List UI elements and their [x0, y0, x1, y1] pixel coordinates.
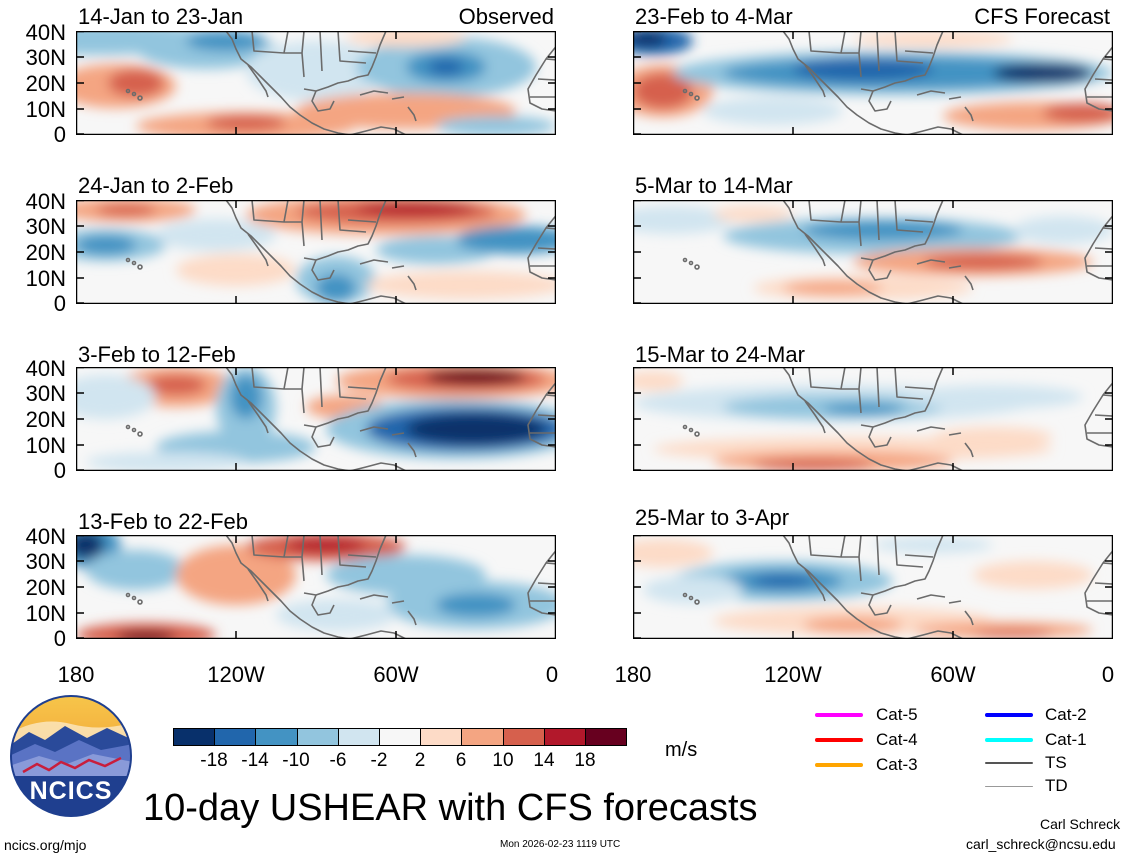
colorbar-swatch — [585, 729, 627, 745]
lon-label: 60W — [930, 662, 976, 687]
lon-label: 180 — [614, 662, 652, 687]
lat-label: 10N — [25, 266, 66, 291]
panel-title: 15-Mar to 24-Mar — [635, 342, 805, 367]
legend-label: TD — [1045, 776, 1068, 795]
logo-text: NCICS — [29, 777, 113, 805]
legend-swatch — [985, 786, 1033, 787]
colorbar-swatch — [215, 729, 257, 745]
colorbar-tick: -2 — [370, 750, 388, 771]
shear-map — [76, 367, 556, 471]
shear-map — [633, 535, 1113, 639]
lat-label: 40N — [25, 356, 66, 381]
forecast-label: CFS Forecast — [974, 4, 1110, 29]
colorbar-swatch — [503, 729, 545, 745]
shear-map — [76, 31, 556, 135]
shear-map — [633, 31, 1113, 135]
main-title: 10-day USHEAR with CFS forecasts — [143, 787, 758, 829]
panel-title: 25-Mar to 3-Apr — [635, 505, 790, 530]
panel-title: 14-Jan to 23-Jan — [78, 4, 244, 29]
shear-map — [633, 367, 1113, 471]
lat-label: 40N — [25, 20, 66, 45]
legend-label: Cat-3 — [876, 755, 918, 774]
footer-timestamp: Mon 2026-02-23 1119 UTC — [500, 839, 621, 850]
colorbar-swatch — [174, 729, 216, 745]
lat-label: 40N — [25, 524, 66, 549]
shear-map — [76, 535, 556, 639]
lat-label: 10N — [25, 97, 66, 122]
footer-email[interactable]: carl_schreck@ncsu.edu — [966, 836, 1116, 852]
lat-label: 0 — [53, 626, 66, 651]
legend-label: Cat-4 — [876, 730, 918, 749]
colorbar-swatch — [297, 729, 339, 745]
colorbar-swatch — [379, 729, 422, 745]
colorbar-tick: 6 — [455, 750, 467, 771]
observed-label: Observed — [458, 4, 554, 29]
legend-swatch — [815, 763, 863, 767]
lat-label: 30N — [25, 45, 66, 70]
colorbar — [173, 728, 627, 746]
legend-swatch — [985, 713, 1033, 717]
colorbar-swatch — [338, 729, 380, 745]
shear-map — [76, 200, 556, 304]
panel-observed-3 — [76, 367, 556, 471]
panel-title: 13-Feb to 22-Feb — [78, 509, 248, 534]
lat-label: 30N — [25, 214, 66, 239]
lat-label: 20N — [25, 575, 66, 600]
colorbar-tick: 18 — [574, 750, 596, 771]
footer-author: Carl Schreck — [1040, 816, 1121, 832]
legend-label: TS — [1045, 753, 1067, 772]
panel-forecast-2 — [633, 200, 1113, 304]
panel-forecast-4 — [633, 535, 1113, 639]
legend-label: Cat-1 — [1045, 730, 1087, 749]
lat-label: 0 — [53, 122, 66, 147]
panel-title: 3-Feb to 12-Feb — [78, 342, 236, 367]
lat-label: 40N — [25, 189, 66, 214]
panel-title: 23-Feb to 4-Mar — [635, 4, 793, 29]
lat-label: 0 — [53, 458, 66, 483]
colorbar-tick: -18 — [200, 750, 228, 771]
lon-label: 0 — [545, 662, 559, 687]
panel-observed-4 — [76, 535, 556, 639]
ncics-logo: NCICS — [9, 694, 133, 818]
lat-label: 10N — [25, 601, 66, 626]
panel-forecast-3 — [633, 367, 1113, 471]
legend-label: Cat-2 — [1045, 705, 1087, 724]
lat-label: 20N — [25, 407, 66, 432]
legend-swatch — [815, 738, 863, 742]
legend-swatch — [985, 762, 1033, 764]
colorbar-tick: -10 — [282, 750, 310, 771]
colorbar-tick: 10 — [492, 750, 514, 771]
shear-map — [633, 200, 1113, 304]
colorbar-swatch — [544, 729, 586, 745]
footer-url[interactable]: ncics.org/mjo — [4, 837, 87, 853]
colorbar-tick: -14 — [241, 750, 269, 771]
panel-observed-1 — [76, 31, 556, 135]
legend-label: Cat-5 — [876, 705, 918, 724]
lon-label: 0 — [1101, 662, 1115, 687]
colorbar-swatch — [421, 729, 463, 745]
panel-observed-2 — [76, 200, 556, 304]
lat-label: 30N — [25, 549, 66, 574]
panel-title: 24-Jan to 2-Feb — [78, 173, 234, 198]
lat-label: 30N — [25, 381, 66, 406]
lon-label: 120W — [764, 662, 822, 687]
panel-title: 5-Mar to 14-Mar — [635, 173, 793, 198]
legend-swatch — [815, 713, 863, 717]
lon-label: 60W — [373, 662, 419, 687]
lon-label: 180 — [57, 662, 95, 687]
colorbar-swatch — [256, 729, 298, 745]
panel-forecast-1 — [633, 31, 1113, 135]
lat-label: 10N — [25, 433, 66, 458]
lat-label: 20N — [25, 71, 66, 96]
colorbar-tick: -6 — [329, 750, 347, 771]
legend-swatch — [985, 738, 1033, 742]
colorbar-tick: 2 — [414, 750, 426, 771]
lat-label: 20N — [25, 240, 66, 265]
lat-label: 0 — [53, 291, 66, 316]
colorbar-swatch — [462, 729, 504, 745]
colorbar-units: m/s — [665, 739, 698, 761]
lon-label: 120W — [207, 662, 265, 687]
colorbar-tick: 14 — [533, 750, 555, 771]
